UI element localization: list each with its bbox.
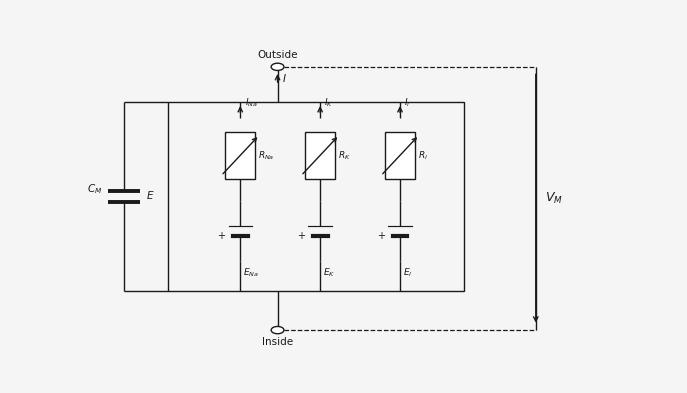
- Text: $I_{Na}$: $I_{Na}$: [245, 97, 258, 109]
- Text: $E_K$: $E_K$: [323, 266, 335, 279]
- Text: +: +: [297, 231, 305, 241]
- Text: $E_l$: $E_l$: [403, 266, 412, 279]
- Text: $I_l$: $I_l$: [404, 97, 411, 109]
- Text: $R_{Na}$: $R_{Na}$: [258, 149, 275, 162]
- Text: Outside: Outside: [258, 50, 297, 60]
- Text: E: E: [146, 191, 153, 201]
- Bar: [305, 132, 335, 179]
- Text: I: I: [283, 74, 286, 84]
- Circle shape: [271, 327, 284, 334]
- Bar: [225, 132, 255, 179]
- Circle shape: [271, 63, 284, 70]
- Text: $R_K$: $R_K$: [338, 149, 351, 162]
- Bar: [385, 132, 415, 179]
- Text: $V_M$: $V_M$: [545, 191, 563, 206]
- Text: +: +: [376, 231, 385, 241]
- Text: $R_l$: $R_l$: [418, 149, 428, 162]
- Text: $C_M$: $C_M$: [87, 182, 102, 196]
- Bar: [168, 102, 464, 291]
- Text: +: +: [217, 231, 225, 241]
- Text: $E_{Na}$: $E_{Na}$: [243, 266, 259, 279]
- Text: Inside: Inside: [262, 337, 293, 347]
- Text: $I_K$: $I_K$: [324, 97, 334, 109]
